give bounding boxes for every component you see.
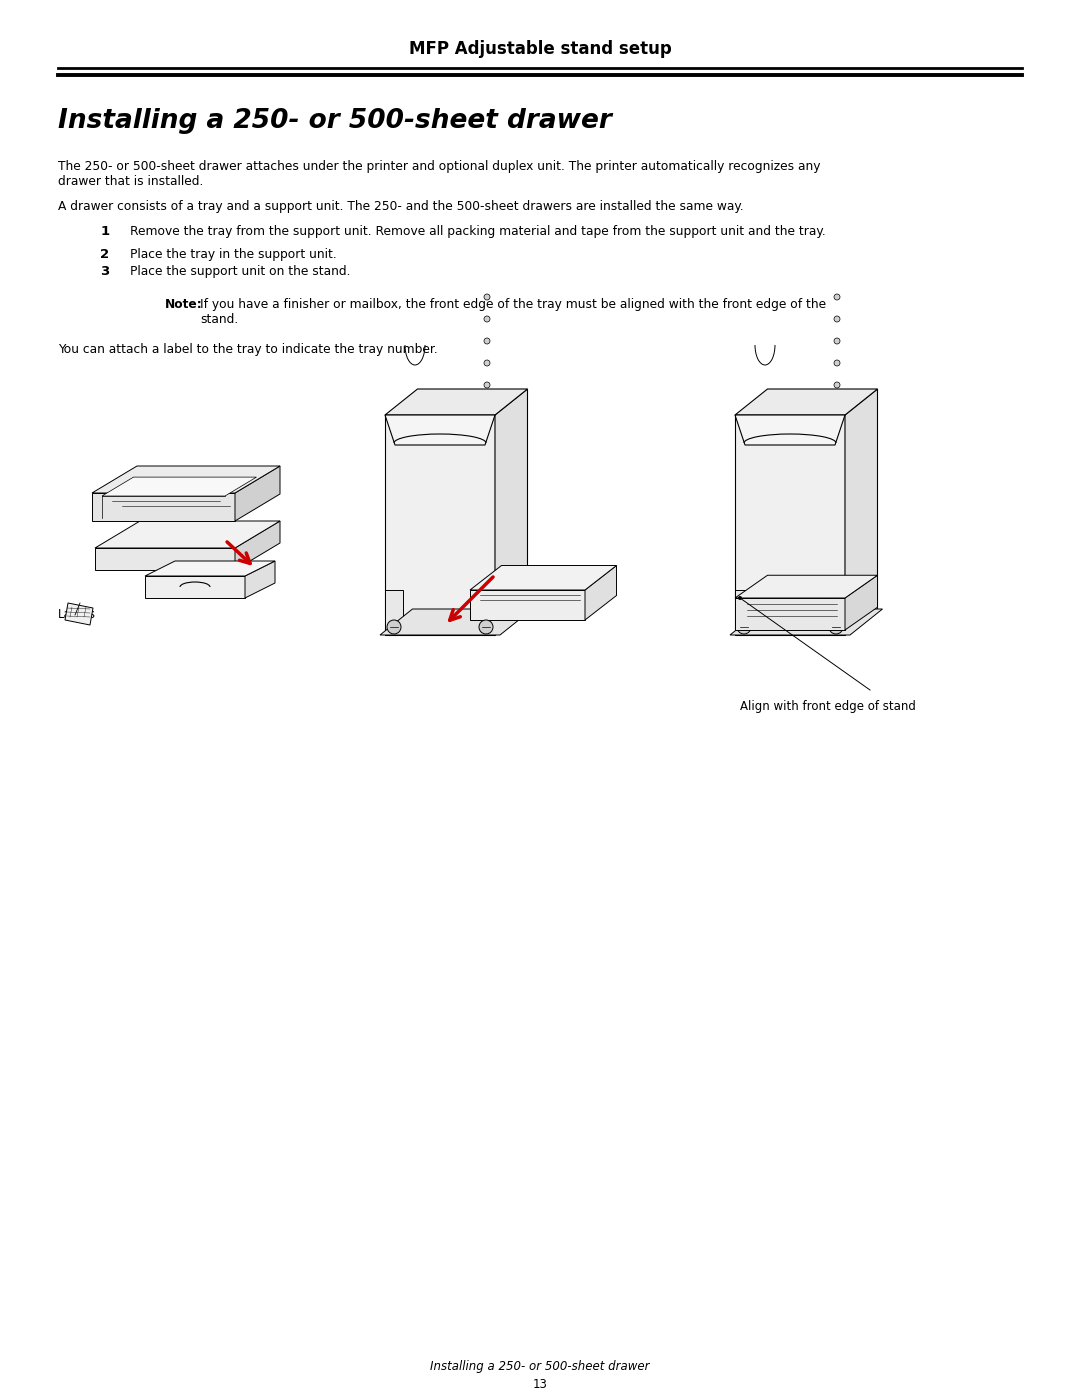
Circle shape [834, 338, 840, 344]
Polygon shape [585, 566, 617, 620]
Circle shape [834, 293, 840, 300]
Polygon shape [735, 590, 753, 636]
Text: Place the tray in the support unit.: Place the tray in the support unit. [130, 249, 336, 261]
Text: Align with front edge of stand: Align with front edge of stand [740, 700, 916, 712]
Polygon shape [245, 562, 275, 598]
Polygon shape [235, 521, 280, 570]
Circle shape [484, 381, 490, 388]
Text: If you have a finisher or mailbox, the front edge of the tray must be aligned wi: If you have a finisher or mailbox, the f… [200, 298, 826, 312]
Polygon shape [145, 576, 245, 598]
Circle shape [834, 381, 840, 388]
Circle shape [834, 360, 840, 366]
Polygon shape [477, 590, 495, 636]
Text: Labels: Labels [58, 608, 96, 622]
Polygon shape [827, 590, 845, 636]
Text: Place the support unit on the stand.: Place the support unit on the stand. [130, 265, 350, 278]
Text: Note:: Note: [165, 298, 203, 312]
Polygon shape [730, 609, 882, 636]
Polygon shape [384, 415, 495, 636]
Text: The 250- or 500-sheet drawer attaches under the printer and optional duplex unit: The 250- or 500-sheet drawer attaches un… [58, 161, 821, 173]
Circle shape [484, 338, 490, 344]
Text: Installing a 250- or 500-sheet drawer: Installing a 250- or 500-sheet drawer [430, 1361, 650, 1373]
Text: 3: 3 [100, 265, 110, 278]
Polygon shape [92, 493, 235, 521]
Text: 2: 2 [100, 249, 109, 261]
Polygon shape [735, 415, 845, 636]
Polygon shape [65, 604, 93, 624]
Text: You can attach a label to the tray to indicate the tray number.: You can attach a label to the tray to in… [58, 344, 438, 356]
Polygon shape [735, 415, 845, 446]
Text: stand.: stand. [200, 313, 239, 326]
Text: 1: 1 [100, 225, 109, 237]
Circle shape [484, 360, 490, 366]
Polygon shape [845, 576, 877, 630]
Polygon shape [735, 388, 877, 415]
Polygon shape [380, 609, 532, 636]
Text: Installing a 250- or 500-sheet drawer: Installing a 250- or 500-sheet drawer [58, 108, 612, 134]
Polygon shape [384, 590, 403, 636]
Polygon shape [470, 590, 585, 620]
Polygon shape [235, 467, 280, 521]
Text: 13: 13 [532, 1377, 548, 1391]
Polygon shape [145, 562, 275, 576]
Polygon shape [735, 598, 845, 630]
Polygon shape [384, 415, 495, 446]
Polygon shape [735, 576, 877, 598]
Polygon shape [92, 467, 280, 493]
Text: Remove the tray from the support unit. Remove all packing material and tape from: Remove the tray from the support unit. R… [130, 225, 825, 237]
Polygon shape [470, 566, 617, 590]
Polygon shape [95, 548, 235, 570]
Circle shape [737, 620, 751, 634]
Circle shape [387, 620, 401, 634]
Text: A drawer consists of a tray and a support unit. The 250- and the 500-sheet drawe: A drawer consists of a tray and a suppor… [58, 200, 744, 212]
Circle shape [484, 316, 490, 321]
Polygon shape [495, 388, 527, 636]
Circle shape [834, 316, 840, 321]
Circle shape [829, 620, 843, 634]
Circle shape [484, 293, 490, 300]
Text: MFP Adjustable stand setup: MFP Adjustable stand setup [408, 41, 672, 59]
Circle shape [738, 597, 742, 599]
Polygon shape [845, 388, 877, 636]
Polygon shape [102, 478, 257, 496]
Polygon shape [384, 388, 527, 415]
Polygon shape [95, 521, 280, 548]
Circle shape [480, 620, 492, 634]
Text: drawer that is installed.: drawer that is installed. [58, 175, 204, 189]
